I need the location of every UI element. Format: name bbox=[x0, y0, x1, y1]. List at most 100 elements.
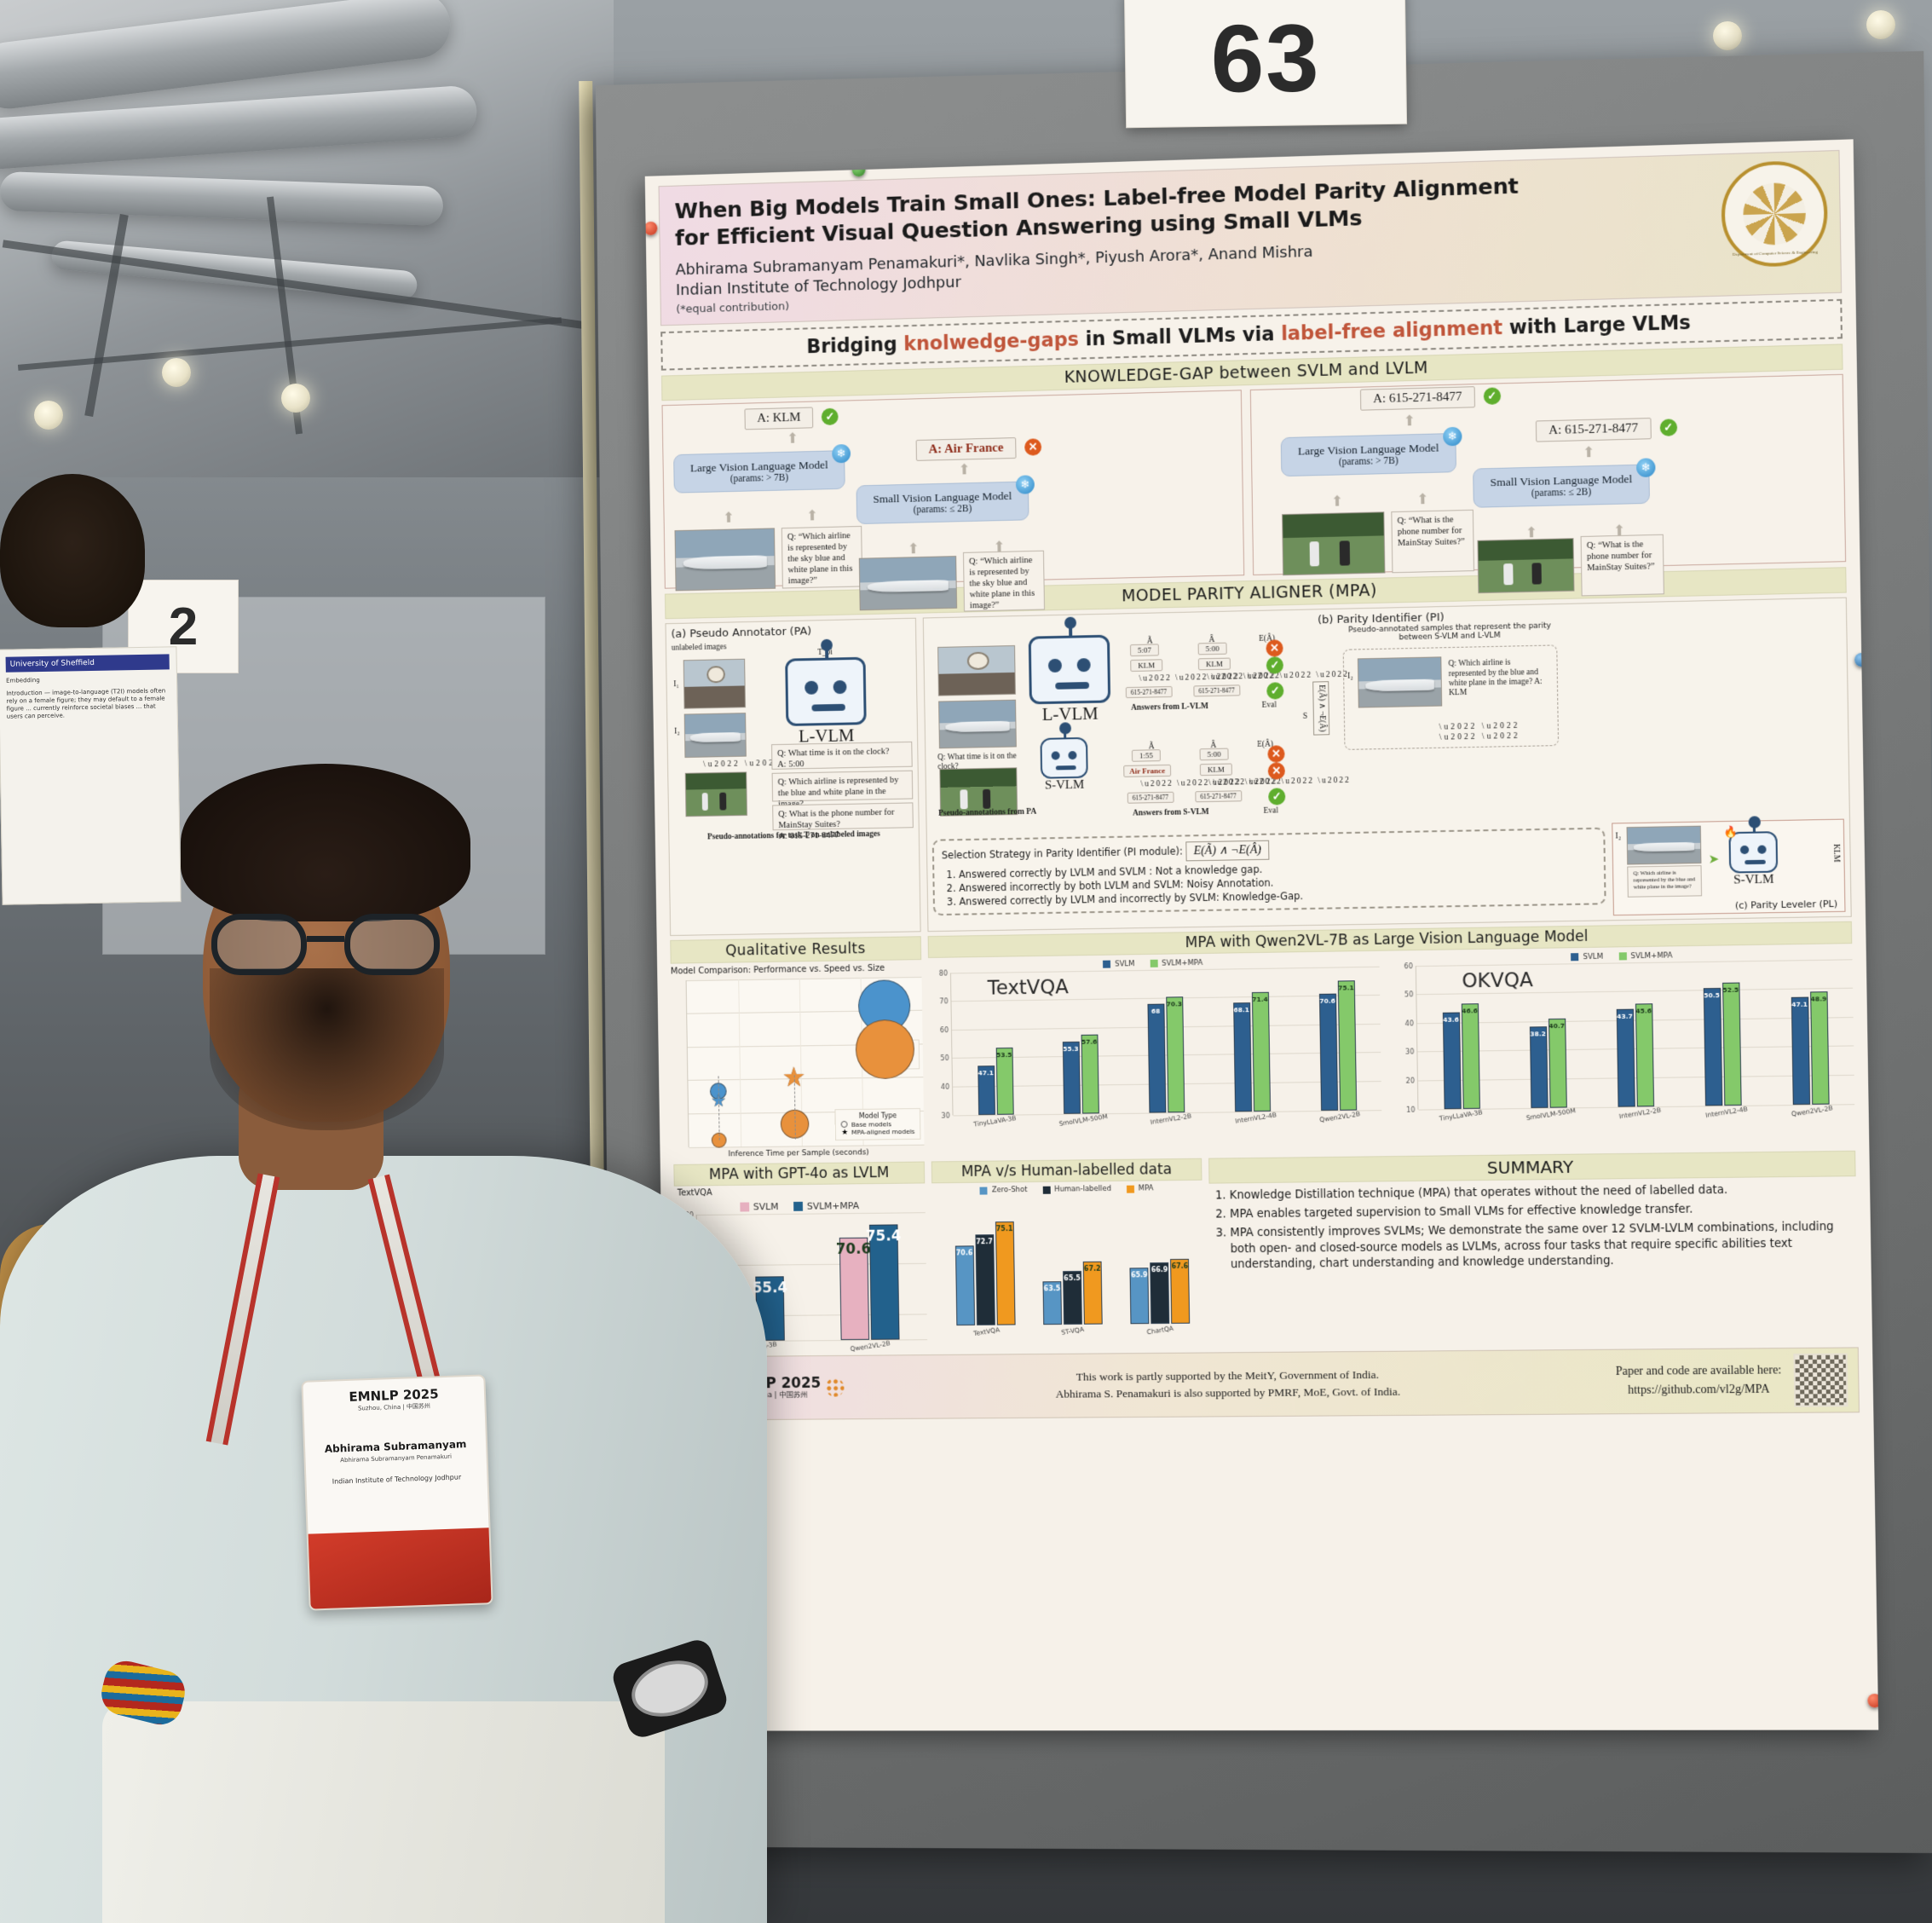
conference-poster: When Big Models Train Small Ones: Label-… bbox=[644, 139, 1879, 1731]
clock-photo bbox=[683, 658, 746, 709]
pi-q1: Q: What time is it on the clock? bbox=[937, 751, 1017, 772]
bar-group: 68 70.3 bbox=[1146, 969, 1185, 1113]
qa-item-2: Q: Which airline is represented by the b… bbox=[771, 770, 914, 820]
textvqa-chart: TextVQA 30 40 50 60 70 80 47.1 53.5 55.3 57.6 68 70… bbox=[928, 966, 1382, 1128]
gpt4o-chart: 30 40 60 80 47.1 55.4 70.6 75.4 TinyLLaVA-3B Qwe… bbox=[674, 1211, 928, 1354]
fire-icon: 🔥 bbox=[1723, 824, 1738, 838]
bar: 70.6 bbox=[1318, 993, 1338, 1111]
y-axis-tick: 40 bbox=[1404, 1019, 1414, 1027]
arrow-right-icon: ➤ bbox=[1708, 852, 1720, 867]
check-icon: ✓ bbox=[1266, 655, 1284, 674]
parity-question: Q: Which airline is represented by the b… bbox=[1448, 658, 1543, 698]
pl-output: KLM bbox=[1831, 843, 1841, 863]
knowledge-gap-panel-right: A: 615-271-8477 ✓ A: 615-271-8477 ✓ ⬆ ⬆ … bbox=[1249, 373, 1847, 596]
bar: 66.9 bbox=[1150, 1262, 1170, 1325]
bar-group: 68.1 71.4 bbox=[1232, 967, 1271, 1112]
eval-label-top: Eval bbox=[1261, 700, 1277, 710]
svlm-answer-right: A: 615-271-8477 bbox=[1535, 417, 1652, 442]
airplane-photo bbox=[683, 713, 747, 758]
image-index-i2: I₂ bbox=[674, 727, 680, 736]
ceiling-light bbox=[1866, 10, 1895, 39]
x-axis-label: InternVL2-4B bbox=[1704, 1104, 1748, 1119]
neighbor-poster-org: University of Sheffield bbox=[5, 654, 170, 673]
svlm-box-right: Small Vision Language Model (params: ≤ 2… bbox=[1473, 457, 1656, 508]
y-axis-tick: 50 bbox=[940, 1054, 949, 1062]
cross-icon: ✕ bbox=[1267, 761, 1285, 780]
eval-label-bottom: Eval bbox=[1263, 806, 1279, 816]
tagline-part3: with Large VLMs bbox=[1502, 311, 1692, 339]
gpt4o-legend: SVLM SVLM+MPA bbox=[674, 1200, 926, 1214]
poster-number: 63 bbox=[1209, 3, 1322, 113]
scatter-title: Model Comparison: Performance vs. Speed … bbox=[670, 963, 885, 977]
okvqa-chart: OKVQA 10 20 30 40 50 60 43.6 46.6 38.2 40.7 43.7 45… bbox=[1393, 958, 1855, 1122]
soccer-photo bbox=[1477, 537, 1575, 593]
bar: 55.3 bbox=[1062, 1041, 1081, 1114]
y-axis-tick: 30 bbox=[941, 1111, 950, 1119]
bar-group: 47.1 48.9 bbox=[1791, 959, 1830, 1105]
bar: 70.6 bbox=[836, 1237, 871, 1341]
image-index-i2: I₂ bbox=[1347, 672, 1353, 681]
snowflake-icon: ❄ bbox=[1015, 474, 1035, 494]
bar-group: 63.5 65.5 67.2 bbox=[1041, 1195, 1103, 1325]
scatter-point-base bbox=[855, 1019, 915, 1079]
arrow-up-icon: ⬆ bbox=[1403, 412, 1416, 430]
arrow-up-icon: ⬆ bbox=[722, 509, 735, 526]
check-icon: ✓ bbox=[821, 407, 839, 425]
bar: 40.7 bbox=[1548, 1019, 1567, 1108]
tagline-highlight1: knolwedge-gaps bbox=[903, 328, 1080, 355]
scatter-chart: Model Comparison: Performance vs. Speed … bbox=[671, 963, 925, 1160]
bar-group: 70.6 72.7 75.1 bbox=[954, 1196, 1016, 1326]
summary-list: Knowledge Distillation technique (MPA) t… bbox=[1230, 1182, 1858, 1274]
y-axis-tick: 60 bbox=[1404, 962, 1413, 970]
bar: 75.4 bbox=[866, 1224, 901, 1341]
y-axis-tick: 70 bbox=[939, 996, 949, 1006]
arrow-up-icon: ⬆ bbox=[1525, 523, 1538, 541]
funding-text: This work is partly supported by the Mei… bbox=[856, 1365, 1604, 1405]
answers-from-svlm-label: Answers from S-VLM bbox=[1132, 807, 1209, 818]
lvlm-robot-icon bbox=[1028, 624, 1111, 704]
bar-group: 50.5 52.5 bbox=[1703, 961, 1742, 1106]
arrow-up-icon: ⬆ bbox=[1330, 492, 1344, 510]
bar: 65.5 bbox=[1063, 1270, 1082, 1325]
ellipsis: \u2022 \u2022 \u2022 \u2022 bbox=[1439, 721, 1520, 742]
paper-label: Paper and code are available here: bbox=[1615, 1364, 1782, 1378]
bar: 55.4 bbox=[753, 1276, 787, 1342]
paper-url[interactable]: https://github.com/vl2g/MPA bbox=[1627, 1383, 1770, 1398]
cross-icon: ✕ bbox=[1267, 744, 1285, 763]
neighbor-poster-body: Introduction — image-to-language (T2I) m… bbox=[6, 687, 166, 721]
y-axis-tick: 40 bbox=[686, 1312, 695, 1320]
summary-point-3: MPA consistently improves SVLMs; We demo… bbox=[1230, 1220, 1857, 1274]
question-left-1: Q: “Which airline is represented by the … bbox=[781, 525, 863, 589]
section-header-mpa-gpt4o: MPA with GPT-4o as LVLM bbox=[673, 1161, 926, 1187]
x-axis-label: InternVL2-2B bbox=[1150, 1112, 1193, 1126]
pseudo-annotator-panel: (a) Pseudo Annotator (PA) unlabeled imag… bbox=[665, 617, 921, 936]
bar: 67.6 bbox=[1170, 1258, 1191, 1325]
qualitative-results-panel: Qualitative Results Model Comparison: Pe… bbox=[670, 935, 925, 1160]
bar-group-container: 70.6 72.7 75.1 63.5 65.5 67.2 65.9 66.9 67.6 bbox=[940, 1194, 1204, 1326]
gt-answer-2: KLM bbox=[1197, 657, 1231, 670]
parity-identifier-panel: (b) Parity Identifier (PI) Q: What time … bbox=[922, 597, 1852, 932]
mpa-qwen-panel: MPA with Qwen2VL-7B as Large Vision Lang… bbox=[927, 921, 1855, 1156]
ceiling-light bbox=[1713, 21, 1742, 50]
gt-answer-3b: 615-271-8477 bbox=[1195, 789, 1242, 802]
bar: 52.5 bbox=[1721, 982, 1742, 1106]
conference-name: EMNLP 2025 bbox=[721, 1374, 822, 1393]
title-block: When Big Models Train Small Ones: Label-… bbox=[658, 149, 1843, 326]
emnlp-mark-icon bbox=[687, 1374, 717, 1404]
y-axis-tick: 20 bbox=[1405, 1076, 1415, 1085]
knowledge-gap-panels: A: KLM ✓ A: Air France ✕ ⬆ ⬆ Large Visio… bbox=[661, 373, 1847, 612]
qr-code[interactable] bbox=[1793, 1353, 1848, 1408]
airplane-photo bbox=[674, 527, 776, 591]
legend-svlm-mpa: SVLM+MPA bbox=[806, 1200, 860, 1213]
tagline-part1: Bridging bbox=[806, 332, 904, 358]
knowledge-gap-panel-left: A: KLM ✓ A: Air France ✕ ⬆ ⬆ Large Visio… bbox=[661, 389, 1245, 612]
emnlp-knot-icon bbox=[825, 1378, 845, 1398]
svlm-box-left: Small Vision Language Model (params: ≤ 2… bbox=[856, 474, 1035, 524]
airplane-photo bbox=[858, 555, 958, 610]
s-symbol: S bbox=[1302, 712, 1308, 721]
section-header-summary: SUMMARY bbox=[1208, 1151, 1856, 1184]
arrow-up-icon: ⬆ bbox=[907, 540, 920, 557]
legend-mpa: MPA bbox=[1138, 1184, 1154, 1193]
mpa-diagram: (a) Pseudo Annotator (PA) unlabeled imag… bbox=[665, 597, 1852, 936]
bar: 43.7 bbox=[1616, 1008, 1635, 1107]
